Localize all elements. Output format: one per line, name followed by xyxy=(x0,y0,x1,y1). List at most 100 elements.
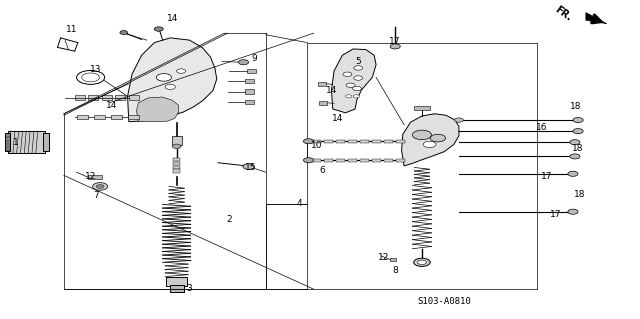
Polygon shape xyxy=(136,97,179,122)
Bar xyxy=(396,159,404,162)
Text: 14: 14 xyxy=(166,14,178,23)
Bar xyxy=(127,115,139,119)
Circle shape xyxy=(303,158,314,163)
Bar xyxy=(173,166,180,169)
Bar xyxy=(8,131,45,153)
Circle shape xyxy=(97,185,104,188)
Polygon shape xyxy=(401,114,459,166)
Bar xyxy=(43,133,49,151)
Bar xyxy=(348,140,356,143)
Circle shape xyxy=(172,144,181,149)
Text: 16: 16 xyxy=(536,123,547,132)
Circle shape xyxy=(346,95,352,98)
Text: 18: 18 xyxy=(570,102,582,111)
Bar xyxy=(172,136,182,145)
Bar xyxy=(312,159,321,162)
Circle shape xyxy=(156,74,172,81)
Bar xyxy=(337,140,345,143)
Circle shape xyxy=(390,44,400,49)
Circle shape xyxy=(570,140,580,145)
Text: 9: 9 xyxy=(252,54,257,63)
Text: S103-A0810: S103-A0810 xyxy=(417,297,471,306)
Bar xyxy=(88,175,102,179)
Text: 5: 5 xyxy=(355,57,361,66)
Circle shape xyxy=(343,72,352,77)
Text: 17: 17 xyxy=(540,172,552,181)
Circle shape xyxy=(354,66,363,70)
Bar xyxy=(312,140,321,143)
Bar xyxy=(390,258,396,261)
Circle shape xyxy=(93,183,108,190)
Text: FR.: FR. xyxy=(554,4,574,23)
Bar xyxy=(166,277,188,286)
Bar xyxy=(372,140,381,143)
Bar xyxy=(360,159,369,162)
Circle shape xyxy=(303,139,314,144)
Text: 8: 8 xyxy=(392,266,398,275)
Text: 12: 12 xyxy=(85,173,96,182)
Bar xyxy=(93,115,105,119)
Circle shape xyxy=(353,95,360,98)
Text: 18: 18 xyxy=(573,190,585,199)
Bar xyxy=(360,140,369,143)
Bar xyxy=(324,159,333,162)
Circle shape xyxy=(412,130,431,140)
Circle shape xyxy=(354,76,363,80)
Bar xyxy=(88,95,99,100)
Bar xyxy=(246,69,255,73)
Bar xyxy=(4,133,10,151)
Polygon shape xyxy=(332,49,376,113)
Bar xyxy=(173,158,180,161)
Circle shape xyxy=(346,83,355,87)
Bar xyxy=(324,140,333,143)
Circle shape xyxy=(239,60,248,65)
Circle shape xyxy=(417,260,426,264)
Circle shape xyxy=(573,117,583,122)
Text: 13: 13 xyxy=(90,65,102,74)
Bar xyxy=(319,101,327,105)
Bar xyxy=(337,159,345,162)
Bar xyxy=(129,95,139,100)
Bar xyxy=(372,159,381,162)
Polygon shape xyxy=(586,13,607,24)
Circle shape xyxy=(77,70,104,84)
Bar xyxy=(173,162,180,165)
Circle shape xyxy=(243,164,254,169)
Text: 17: 17 xyxy=(550,211,561,219)
Text: 14: 14 xyxy=(106,101,117,110)
Bar xyxy=(348,159,356,162)
Bar xyxy=(173,169,180,173)
Circle shape xyxy=(413,258,430,266)
Circle shape xyxy=(177,69,186,73)
Bar xyxy=(318,82,326,86)
Circle shape xyxy=(82,73,100,82)
Text: 18: 18 xyxy=(572,144,584,153)
Text: 15: 15 xyxy=(245,163,257,172)
Bar xyxy=(385,140,393,143)
Text: 14: 14 xyxy=(326,85,337,94)
Circle shape xyxy=(568,171,578,176)
Circle shape xyxy=(154,27,163,31)
Text: 17: 17 xyxy=(390,37,401,46)
Circle shape xyxy=(423,141,436,148)
Text: 6: 6 xyxy=(319,166,324,175)
Text: 1: 1 xyxy=(13,138,19,147)
Bar xyxy=(102,95,112,100)
Bar xyxy=(246,89,254,94)
Text: 12: 12 xyxy=(378,253,389,262)
Text: 10: 10 xyxy=(311,141,323,150)
Bar xyxy=(75,95,85,100)
Circle shape xyxy=(430,134,445,142)
Text: 11: 11 xyxy=(66,26,77,34)
Bar xyxy=(414,106,429,110)
Bar xyxy=(396,140,404,143)
Text: 4: 4 xyxy=(297,199,303,208)
Bar xyxy=(111,115,122,119)
Circle shape xyxy=(454,118,463,122)
Circle shape xyxy=(353,86,362,91)
Circle shape xyxy=(568,209,578,214)
Text: 3: 3 xyxy=(186,284,192,293)
Bar xyxy=(246,100,254,104)
Bar xyxy=(115,95,125,100)
Text: 2: 2 xyxy=(227,215,232,224)
